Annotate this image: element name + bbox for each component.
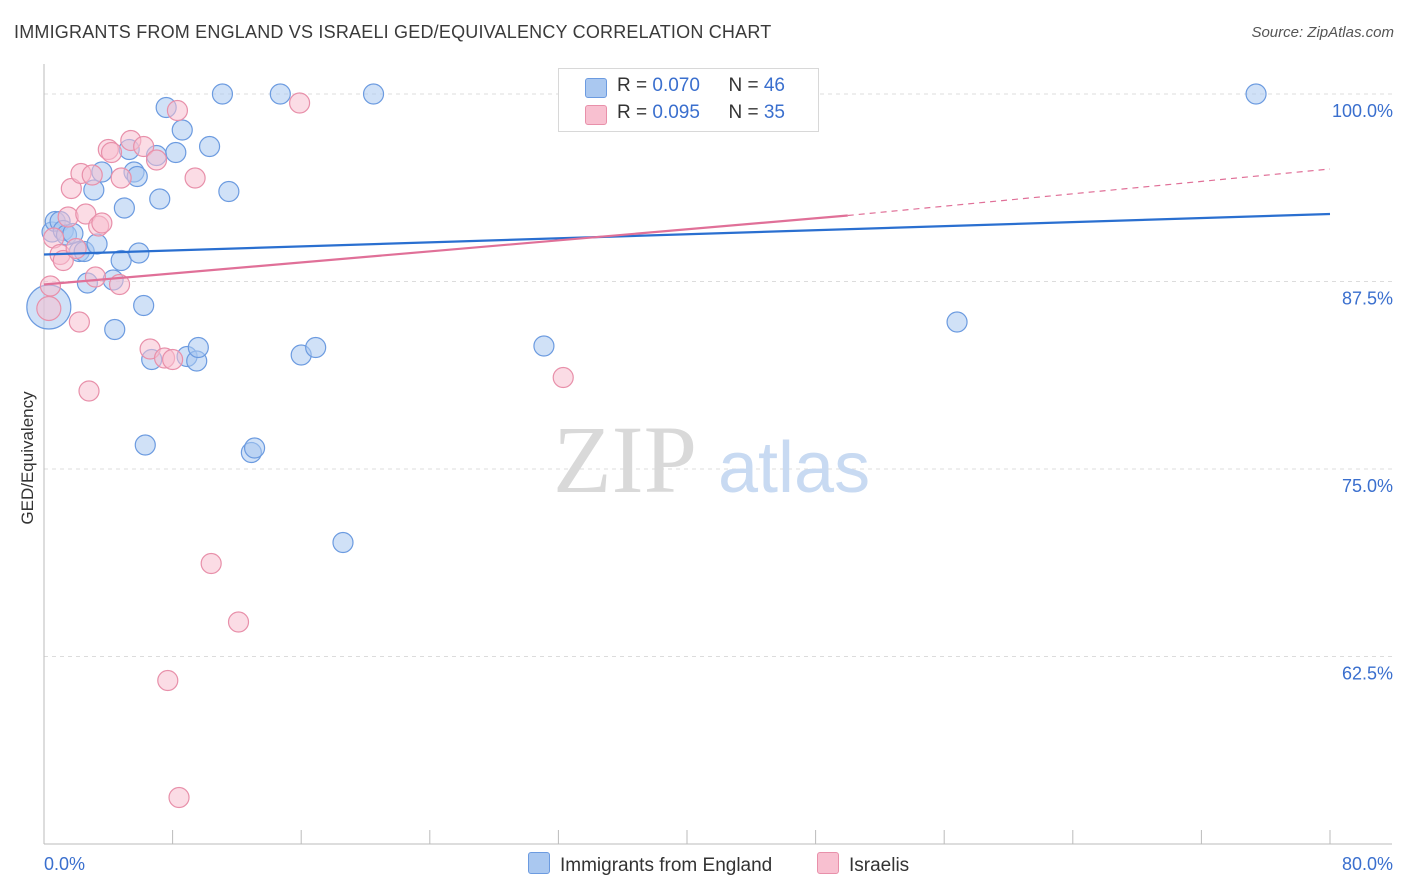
england-point (198, 135, 221, 158)
tick-labels: 100.0% 87.5% 75.0% 62.5% 0.0% 80.0% (44, 101, 1393, 874)
watermark: ZIP atlas (553, 406, 870, 513)
england-point (133, 294, 155, 317)
axes (43, 64, 1392, 845)
israelis-point (184, 167, 206, 189)
england-point (110, 249, 132, 272)
england-point (1245, 83, 1267, 105)
legend-swatch-israelis (585, 105, 607, 125)
legend-swatch (817, 852, 839, 874)
n-value: 46 (763, 75, 785, 96)
england-point (362, 83, 385, 105)
legend-item-england: Immigrants from England (528, 852, 772, 877)
england-point (211, 83, 234, 105)
n-value: 35 (763, 102, 785, 123)
israelis-point (36, 295, 62, 322)
n-label: N = (728, 75, 764, 96)
israelis-point (162, 348, 184, 371)
r-label: R = (617, 102, 653, 123)
england-point (113, 197, 135, 219)
trend-lines (43, 168, 1331, 286)
england-point (128, 242, 150, 264)
grid-lines (44, 93, 1392, 657)
israelis-point (552, 366, 574, 389)
legend-swatch-england (585, 78, 607, 98)
n-label: N = (728, 102, 764, 123)
legend-row-israelis: R = 0.095 N = 35 (617, 102, 785, 124)
israelis-point (78, 380, 100, 402)
legend-label: Immigrants from England (560, 855, 773, 876)
israelis-point (91, 212, 113, 234)
y-tick-label: 100.0% (1332, 101, 1393, 121)
england-point (134, 434, 156, 456)
y-tick-label: 62.5% (1342, 664, 1393, 684)
chart-title: IMMIGRANTS FROM ENGLAND VS ISRAELI GED/E… (14, 22, 772, 42)
england-point (187, 336, 209, 359)
israelis-point (100, 141, 123, 164)
israelis-point (84, 266, 107, 288)
source-label: Source: ZipAtlas.com (1251, 24, 1394, 41)
israelis-point (227, 611, 250, 633)
r-label: R = (617, 75, 653, 96)
england-point (243, 437, 266, 459)
y-tick-label: 75.0% (1342, 476, 1393, 496)
israelis-point (168, 786, 190, 809)
england-point (332, 531, 354, 554)
israelis-point (60, 177, 82, 200)
data-points (26, 83, 1267, 809)
israelis-point (200, 552, 222, 575)
israelis-point (110, 167, 132, 189)
israelis-point (57, 206, 79, 228)
watermark-zip: ZIP (553, 406, 697, 513)
israelis-point (65, 237, 87, 260)
israelis-point (288, 92, 311, 114)
israelis-point (145, 149, 168, 171)
israelis-point (166, 99, 189, 122)
israelis-point (133, 135, 155, 158)
israelis-trend-line (43, 214, 848, 286)
legend-label: Israelis (849, 855, 910, 876)
england-point (86, 233, 108, 255)
r-value: 0.095 (652, 102, 700, 123)
england-point (104, 318, 126, 341)
israelis-trend-extension (847, 168, 1331, 217)
israelis-point (157, 669, 179, 692)
r-value: 0.070 (652, 75, 700, 96)
england-trend-line (43, 212, 1331, 256)
england-point (305, 336, 327, 359)
legend-row-england: R = 0.070 N = 46 (617, 75, 785, 97)
england-point (171, 119, 193, 141)
england-point (533, 335, 555, 357)
england-point (946, 311, 968, 333)
england-point (165, 141, 187, 164)
x-tick-label: 0.0% (44, 854, 85, 874)
correlation-legend: R = 0.070 N = 46 R = 0.095 N = 35 (558, 68, 819, 132)
watermark-atlas: atlas (718, 428, 870, 508)
israelis-point (81, 164, 103, 186)
england-point (269, 83, 291, 105)
x-tick-label: 80.0% (1342, 854, 1393, 874)
legend-item-israelis: Israelis (817, 852, 909, 877)
legend-swatch (528, 852, 550, 874)
israelis-point (68, 311, 90, 333)
y-axis-label: GED/Equivalency (18, 391, 37, 525)
england-point (218, 180, 240, 203)
israelis-point (39, 275, 62, 297)
england-point (149, 188, 171, 210)
y-tick-label: 87.5% (1342, 289, 1393, 309)
